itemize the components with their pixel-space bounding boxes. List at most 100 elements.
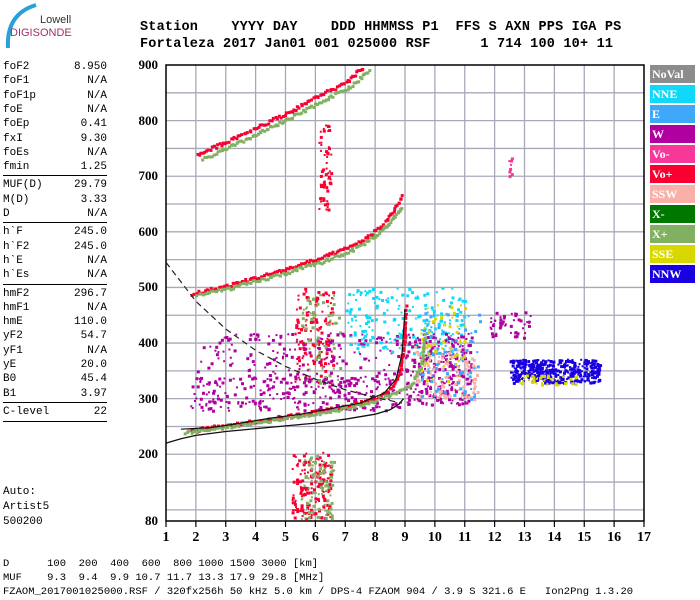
echo-point: [408, 398, 412, 402]
echo-point: [299, 415, 303, 419]
echo-point: [329, 479, 333, 483]
echo-point: [539, 376, 543, 380]
echo-point: [264, 123, 268, 127]
echo-point: [331, 95, 335, 99]
echo-point: [253, 384, 255, 387]
echo-point: [324, 369, 328, 373]
echo-point: [350, 396, 354, 400]
echo-point: [427, 330, 431, 334]
echo-point: [558, 359, 562, 363]
echo-point: [576, 379, 580, 383]
echo-point: [370, 390, 373, 394]
echo-point: [274, 372, 277, 375]
echo-point: [518, 378, 521, 381]
echo-point: [355, 242, 358, 246]
param-name: foF1: [3, 75, 30, 88]
echo-point: [402, 346, 406, 350]
echo-point: [255, 134, 259, 138]
echo-point: [297, 376, 300, 379]
echo-point: [532, 368, 535, 371]
echo-point: [438, 386, 441, 389]
echo-point: [560, 365, 564, 369]
echo-point: [359, 366, 363, 370]
echo-point: [396, 287, 399, 290]
echo-point: [209, 407, 213, 411]
echo-point: [201, 428, 205, 432]
echo-point: [399, 197, 403, 201]
echo-point: [312, 476, 315, 478]
echo-point: [511, 364, 515, 368]
echo-point: [370, 400, 374, 404]
echo-point: [319, 340, 322, 344]
echo-point: [337, 404, 340, 407]
param-name: yE: [3, 359, 17, 371]
echo-point: [442, 298, 446, 302]
echo-point: [417, 394, 420, 397]
echo-point: [517, 363, 521, 367]
echo-point: [422, 344, 426, 347]
echo-point: [466, 373, 469, 376]
echo-point: [560, 361, 563, 364]
echo-point: [210, 155, 214, 159]
echo-point: [343, 252, 347, 256]
echo-point: [301, 414, 305, 418]
echo-point: [325, 253, 329, 257]
echo-point: [490, 317, 493, 320]
echo-point: [211, 400, 214, 403]
echo-point: [268, 374, 272, 377]
echo-point: [461, 299, 465, 303]
echo-point: [207, 407, 211, 411]
echo-point: [195, 292, 199, 296]
echo-point: [420, 390, 424, 393]
echo-point: [595, 371, 598, 374]
echo-point: [275, 334, 278, 337]
echo-point: [246, 281, 250, 285]
echo-point: [196, 152, 200, 156]
echo-point: [303, 414, 307, 418]
echo-point: [431, 331, 434, 334]
echo-point: [309, 464, 312, 467]
echo-point: [323, 463, 327, 467]
param-row-he: h`E N/A: [3, 254, 107, 268]
echo-point: [541, 384, 543, 387]
echo-point: [316, 336, 320, 340]
param-row-hes: h`Es N/A: [3, 268, 107, 282]
param-name: M(D): [3, 193, 30, 206]
echo-point: [262, 123, 266, 127]
echo-point: [323, 506, 326, 509]
echo-point: [570, 373, 574, 377]
echo-point: [520, 371, 524, 375]
echo-point: [262, 391, 266, 395]
echo-point: [298, 378, 301, 381]
echo-point: [574, 376, 578, 380]
echo-point: [597, 365, 601, 369]
echo-point: [304, 287, 308, 291]
echo-point: [593, 376, 596, 379]
echo-point: [324, 173, 328, 177]
echo-point: [242, 140, 246, 144]
param-value: 3.33: [80, 193, 107, 206]
echo-point: [400, 359, 404, 363]
echo-point: [324, 90, 328, 94]
echo-point: [258, 405, 261, 408]
echo-point: [297, 332, 300, 335]
echo-point: [282, 355, 284, 358]
echo-point: [281, 392, 285, 396]
param-value: N/A: [87, 254, 107, 267]
echo-point: [446, 374, 450, 378]
echo-point: [457, 402, 460, 404]
echo-point: [316, 455, 320, 458]
echo-point: [470, 336, 474, 340]
echo-point: [473, 385, 477, 389]
echo-point: [311, 510, 315, 514]
echo-point: [329, 516, 332, 519]
echo-point: [442, 340, 446, 344]
echo-point: [582, 375, 585, 378]
echo-point: [359, 294, 362, 297]
echo-point: [563, 362, 567, 366]
echo-point: [384, 394, 387, 398]
echo-point: [326, 499, 330, 503]
echo-point: [295, 340, 298, 343]
echo-point: [266, 128, 270, 131]
echo-point: [572, 370, 576, 374]
